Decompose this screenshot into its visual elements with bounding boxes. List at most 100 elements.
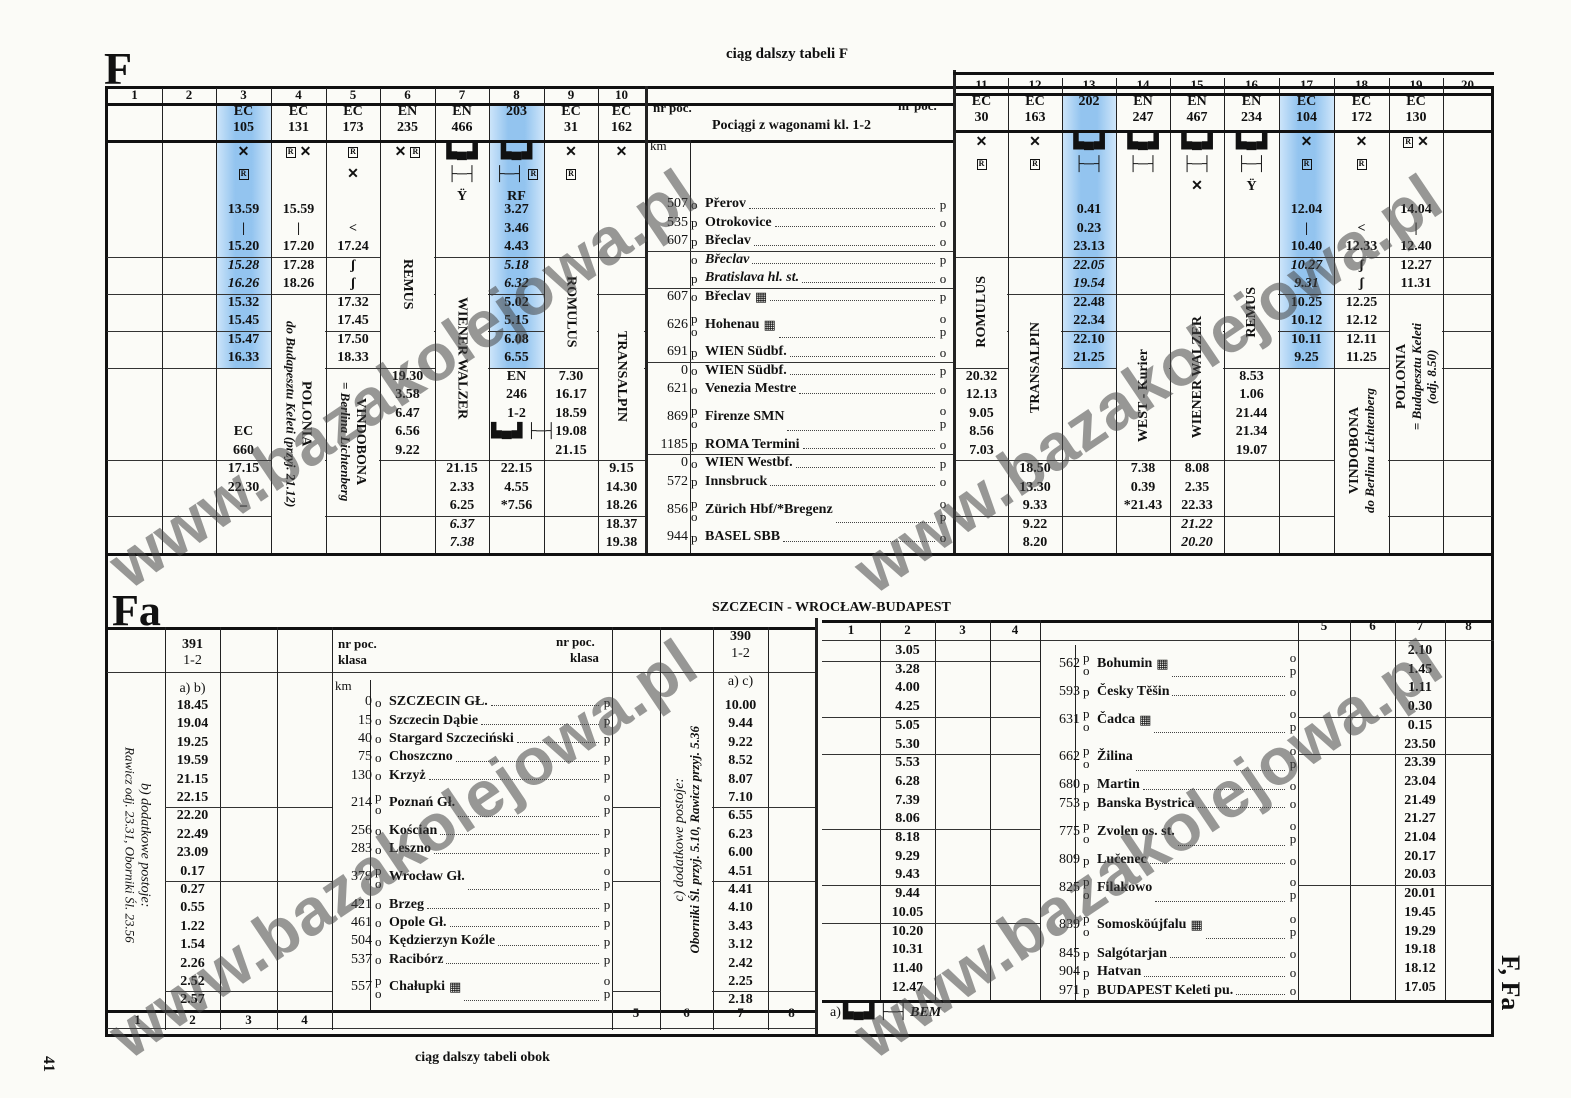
station-name[interactable]: Zürich Hbf/*Bregenz [705, 501, 833, 517]
station-name[interactable]: Čadca [1097, 711, 1136, 727]
row-divider [1062, 367, 1116, 369]
station-name[interactable]: Česky Těšin [1097, 683, 1170, 699]
station-name[interactable]: Szczecin Dąbie [389, 712, 479, 728]
station-name[interactable]: Martin [1097, 777, 1140, 793]
arr-dep-marker: p [1080, 966, 1095, 979]
train-name: b) dodatkowe postoje: [137, 782, 153, 908]
station-km: 504 [351, 933, 372, 949]
marker: p [1083, 649, 1090, 665]
column-divider [216, 88, 217, 553]
arr-dep-marker: o [688, 290, 703, 303]
station-name[interactable]: Otrokovice [705, 214, 772, 230]
station-name[interactable]: Přerov [705, 196, 746, 212]
station-name[interactable]: Zvolen os. st. [1097, 823, 1175, 839]
station-name[interactable]: Břeclav [705, 288, 751, 304]
row-divider [822, 885, 1040, 887]
column-number: 15 [1190, 77, 1204, 92]
station-name[interactable]: Brzeg [389, 896, 424, 912]
time-cell: 10.12 [1290, 313, 1323, 328]
station-name[interactable]: Filakowo [1097, 880, 1153, 896]
reservation-icon: R [285, 147, 296, 159]
station-name[interactable]: SZCZECIN GŁ. [389, 694, 488, 710]
row-divider [271, 256, 326, 258]
train-number: EN 235 [380, 104, 435, 136]
marker: o [691, 252, 698, 268]
station-name[interactable]: Hohenau [705, 316, 760, 332]
station-name[interactable]: Innsbruck [705, 473, 768, 489]
train-number-line: EC [971, 94, 992, 109]
time-cell: 9.43 [895, 867, 920, 883]
time-cell: 15.45 [227, 313, 260, 328]
marker: p [691, 403, 698, 418]
train-amenities: R ✕ [1389, 132, 1443, 154]
station-name[interactable]: Břeclav [705, 233, 751, 249]
station-name[interactable]: Bratislava hl. st. [705, 270, 800, 286]
arr-dep-marker: p [1080, 685, 1095, 698]
station-name[interactable]: Poznań Gł. [389, 795, 456, 811]
station-name[interactable]: Stargard Szczeciński [389, 730, 514, 746]
time-cell: 0.23 [1076, 220, 1102, 236]
station-row: 75 o Choszczno p [332, 748, 612, 766]
station-name[interactable]: Choszczno [389, 749, 453, 765]
train-name-text: POLONIA do Budapesztu Keleti (przyj. 21.1… [284, 321, 314, 507]
marker: o [939, 233, 947, 249]
station-name[interactable]: WIEN Südbf. [705, 344, 787, 360]
train-name-note: = Berlina Lichtenberg [338, 381, 353, 502]
train-number: 390 [730, 629, 751, 644]
station-name[interactable]: Opole Gł. [389, 914, 447, 930]
station-name[interactable]: WIEN Westbf. [705, 455, 793, 471]
time-cell: EN [506, 368, 527, 384]
sleeper-icon: ▙▄▟ [446, 145, 478, 160]
station-name[interactable]: Leszno [389, 841, 431, 857]
station-name[interactable]: Venezia Mestre [705, 381, 797, 397]
station-name[interactable]: Kościan [389, 822, 438, 838]
marker: o [603, 789, 611, 805]
station-name[interactable]: Salgótarjan [1097, 945, 1167, 961]
station-name[interactable]: Wrocław Gł. [389, 868, 465, 884]
station-name[interactable]: BUDAPEST Keleti pu. [1097, 982, 1234, 998]
time-cell: 18.33 [337, 350, 369, 365]
marker: p [603, 952, 611, 968]
leader-dots [1154, 731, 1285, 734]
station-row: 421 o Brzeg p [332, 895, 612, 913]
row-divider [107, 256, 162, 258]
column-number: 7 [458, 87, 466, 102]
train-number: EN 247 [1116, 94, 1170, 126]
station-name[interactable]: Banska Bystrica [1097, 795, 1195, 811]
leader-dots [1177, 844, 1285, 846]
marker: p [603, 823, 611, 839]
leader-dots [799, 392, 935, 394]
time-cell: < [1357, 220, 1366, 236]
time-cell: 19.45 [1404, 904, 1436, 920]
station-name[interactable]: Krzyż [389, 767, 426, 783]
train-number-line: 162 [611, 120, 632, 135]
station-name[interactable]: Bohumin [1097, 655, 1153, 671]
arr-dep-marker: o [938, 216, 948, 229]
train-amenities: R ✕ [326, 142, 380, 186]
station-name[interactable]: Kędzierzyn Koźle [389, 933, 496, 949]
station-name[interactable]: Chałupki [389, 979, 446, 995]
station-name[interactable]: Břeclav [705, 251, 750, 267]
station-name[interactable]: Firenze SMN [705, 409, 785, 424]
station-name[interactable]: BASEL SBB [705, 529, 781, 545]
time-cell: 19.18 [1404, 942, 1436, 958]
station-name[interactable]: Somosköújfalu [1097, 917, 1187, 933]
marker: o [603, 862, 611, 878]
station-name[interactable]: Žilina [1097, 749, 1133, 765]
train-name-note: = Budapesztu Keleti [1408, 323, 1424, 431]
station-name[interactable]: ROMA Termini [705, 436, 800, 452]
arr-dep-marker: p [688, 531, 703, 544]
sleeper-icon: ▙▄▟ [1181, 135, 1213, 150]
time-cell: 1.22 [180, 918, 205, 934]
station-name[interactable]: Hatvan [1097, 964, 1142, 980]
station-name[interactable]: WIEN Südbf. [705, 362, 787, 378]
station-name[interactable]: Racibórz [389, 951, 444, 967]
station-name[interactable]: Lučenec [1097, 852, 1147, 868]
leader-dots [783, 540, 935, 542]
leader-dots [787, 429, 935, 431]
amenity-line: R ✕ [1389, 132, 1443, 154]
row-divider [822, 716, 1040, 718]
